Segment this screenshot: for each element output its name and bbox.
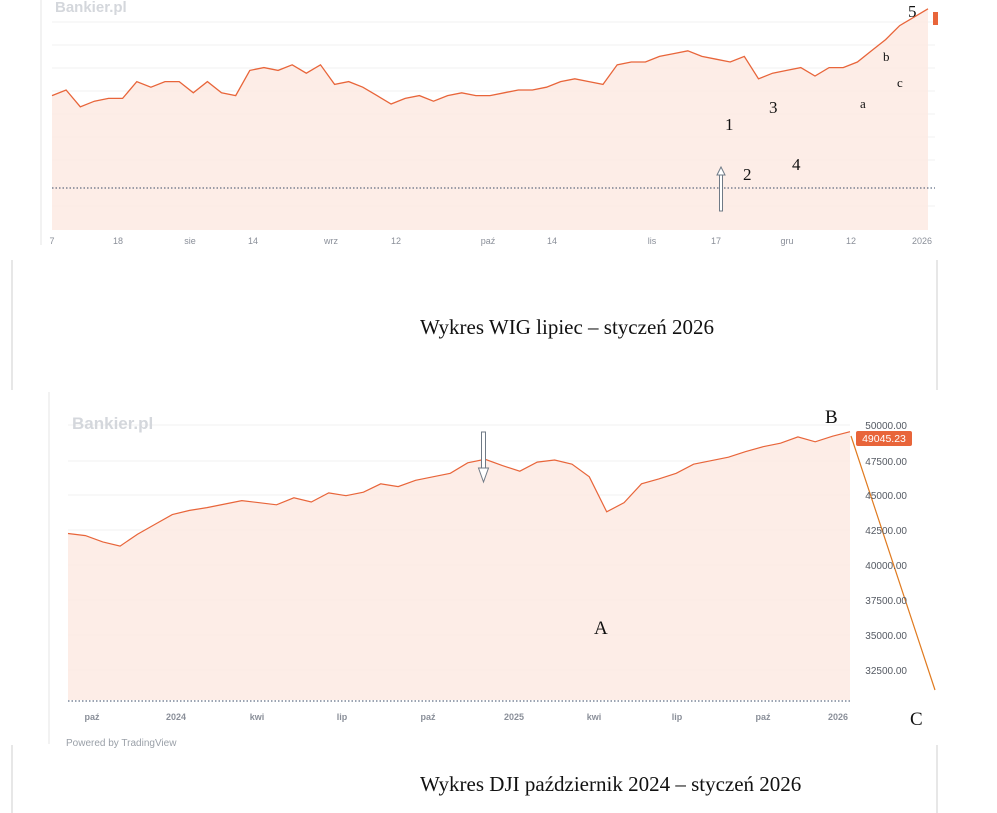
dji-y-tick: 45000.00	[865, 491, 907, 502]
wig-x-tick: wrz	[323, 236, 338, 246]
wig-caption: Wykres WIG lipiec – styczeń 2026	[420, 315, 714, 339]
dji-area	[68, 431, 850, 700]
wig-x-tick: 14	[547, 236, 557, 246]
dji-y-tick: 50000.00	[865, 421, 907, 432]
dji-y-axis: 50000.00 47500.00 45000.00 42500.00 4000…	[865, 421, 907, 677]
dji-x-tick: paź	[420, 712, 436, 722]
dji-x-axis: paź 2024 kwi lip paź 2025 kwi lip paź 20…	[84, 712, 848, 722]
dji-x-tick: 2024	[166, 712, 186, 722]
wave-label-b: b	[883, 49, 890, 64]
wig-x-tick: 17	[711, 236, 721, 246]
wave-label-a: a	[860, 96, 866, 111]
wave-label-5: 5	[908, 2, 917, 21]
dji-x-tick: paź	[84, 712, 100, 722]
dji-x-tick: 2025	[504, 712, 524, 722]
wave-label-4: 4	[792, 155, 801, 174]
wig-x-tick: 14	[248, 236, 258, 246]
dji-chart: Bankier.pl 50000.00 47500.00 45000.00 42…	[48, 392, 936, 749]
wave-label-1: 1	[725, 115, 734, 134]
wave-c-projection-line	[850, 435, 936, 691]
wig-wave-labels: 1 2 3 4 5 a b c	[725, 2, 917, 184]
dji-price-line	[67, 431, 851, 547]
wig-x-axis: 7 18 sie 14 wrz 12 paź 14 lis 17 gru 12 …	[49, 236, 932, 246]
wig-x-tick: lis	[648, 236, 657, 246]
dji-x-tick: lip	[337, 712, 348, 722]
dji-watermark: Bankier.pl	[72, 414, 153, 433]
dji-last-price: 49045.23	[862, 433, 906, 445]
dji-y-tick: 47500.00	[865, 457, 907, 468]
wave-label-3: 3	[769, 98, 778, 117]
dji-x-tick: kwi	[587, 712, 602, 722]
wave-label-B: B	[825, 407, 838, 428]
wig-up-arrow	[716, 165, 726, 212]
dji-x-tick: kwi	[250, 712, 265, 722]
wig-x-tick: 2026	[912, 236, 932, 246]
powered-by-text: Powered by TradingView	[66, 738, 177, 749]
wave-label-A: A	[594, 618, 608, 639]
dji-y-tick: 35000.00	[865, 631, 907, 642]
dji-x-tick: paź	[755, 712, 771, 722]
wave-label-C: C	[910, 709, 923, 730]
wig-price-line	[51, 8, 929, 108]
dji-y-tick: 37500.00	[865, 596, 907, 607]
dji-x-tick: 2026	[828, 712, 848, 722]
wig-x-tick: gru	[780, 236, 793, 246]
dji-y-tick: 32500.00	[865, 666, 907, 677]
wig-chart: Bankier.pl 7 18 sie 14 wrz 12 paź 14 lis…	[40, 0, 938, 246]
dji-y-tick: 40000.00	[865, 561, 907, 572]
dji-x-tick: lip	[672, 712, 683, 722]
dji-caption: Wykres DJI październik 2024 – styczeń 20…	[420, 772, 801, 796]
wig-watermark: Bankier.pl	[55, 0, 127, 16]
wig-last-price-marker	[933, 12, 938, 25]
wig-x-tick: 18	[113, 236, 123, 246]
wig-x-tick: 12	[846, 236, 856, 246]
wave-label-2: 2	[743, 165, 752, 184]
dji-down-arrow	[477, 431, 490, 484]
wig-x-tick: sie	[184, 236, 196, 246]
wig-x-tick: 12	[391, 236, 401, 246]
wig-area	[52, 8, 928, 230]
wig-x-tick: paź	[481, 236, 496, 246]
wig-x-tick: 7	[49, 236, 54, 246]
dji-last-price-badge: 49045.23	[856, 431, 912, 446]
wave-label-c: c	[897, 75, 903, 90]
dji-y-tick: 42500.00	[865, 526, 907, 537]
dji-wave-labels: A B C	[594, 407, 923, 730]
